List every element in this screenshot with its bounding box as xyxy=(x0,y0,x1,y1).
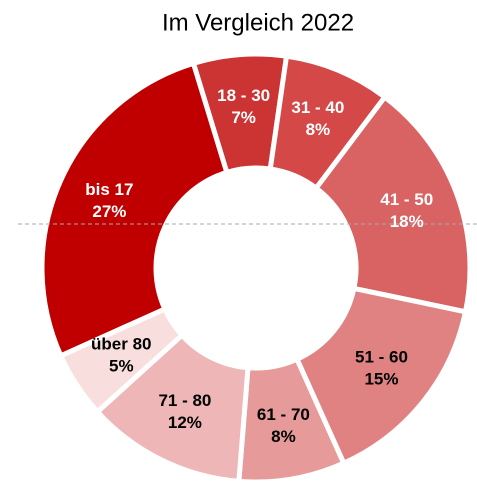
slice-category: 71 - 80 xyxy=(158,391,211,410)
slice-category: über 80 xyxy=(91,335,151,354)
slice-value-label: 8% xyxy=(306,120,331,139)
slice-category: 31 - 40 xyxy=(291,98,344,117)
slice-category: 61 - 70 xyxy=(257,405,310,424)
slice xyxy=(293,285,469,467)
slice xyxy=(39,60,230,360)
slice-category: bis 17 xyxy=(85,180,133,199)
slice xyxy=(312,93,473,315)
slice-value-label: 7% xyxy=(231,108,256,127)
slice-value-label: 15% xyxy=(364,369,398,388)
slice-value-label: 8% xyxy=(271,427,296,446)
slice-category: 41 - 50 xyxy=(380,190,433,209)
slices xyxy=(39,51,473,485)
slice-value-label: 27% xyxy=(92,202,126,221)
chart-title: Im Vergleich 2022 xyxy=(162,9,354,36)
slice-value-label: 18% xyxy=(390,212,424,231)
slice-category: 51 - 60 xyxy=(355,347,408,366)
slice-value-label: 5% xyxy=(109,357,134,376)
slice-category: 18 - 30 xyxy=(217,86,270,105)
labels: 18 - 30 7% 31 - 40 8% 41 - 50 18% 51 - 60 15% 61… xyxy=(85,86,433,446)
slice-value-label: 12% xyxy=(168,413,202,432)
